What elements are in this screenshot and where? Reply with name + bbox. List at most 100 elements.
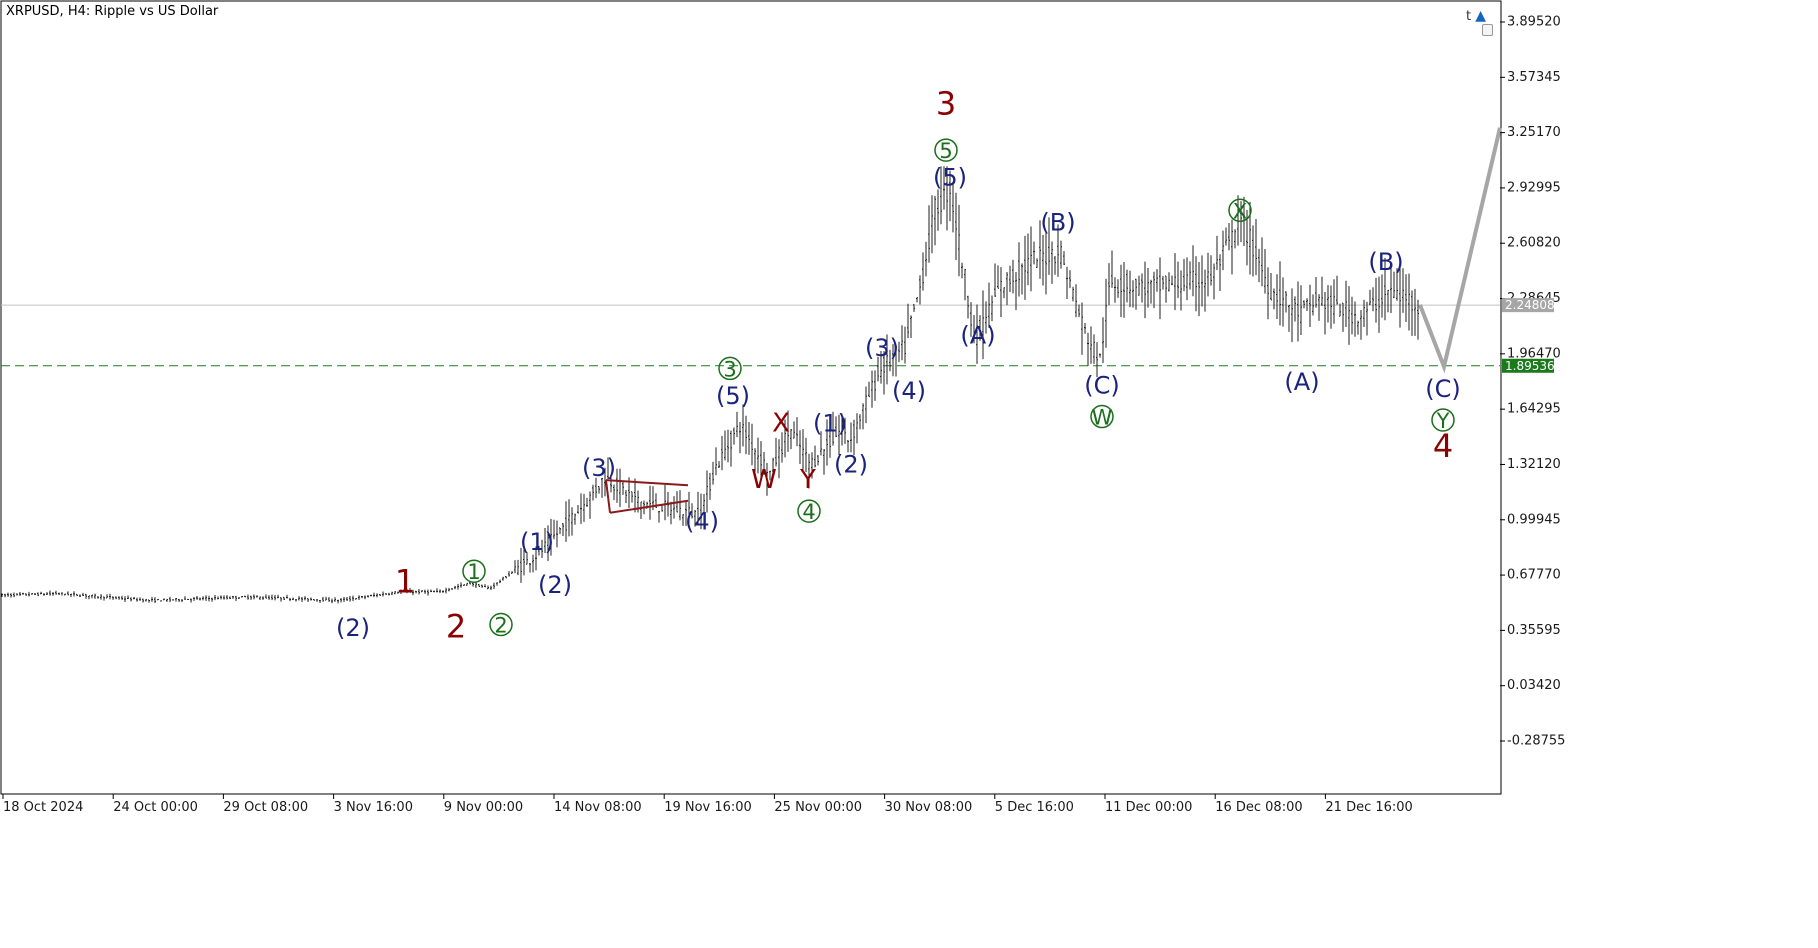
wave-circle — [1090, 404, 1114, 429]
candle — [556, 520, 558, 548]
candle — [1339, 303, 1341, 317]
wave-label: (1) — [520, 528, 554, 556]
candle — [1030, 226, 1032, 292]
candle — [601, 477, 603, 498]
candle — [1006, 271, 1008, 306]
candle — [277, 594, 279, 599]
wave-circle — [934, 138, 958, 162]
candle — [70, 593, 72, 598]
candle — [970, 302, 972, 337]
candle — [586, 497, 588, 507]
candle — [268, 595, 270, 600]
graduation-cap-icon[interactable]: ▲ — [1475, 8, 1487, 24]
candle — [1294, 296, 1296, 322]
candle — [247, 594, 249, 600]
candle — [565, 501, 567, 542]
candle — [520, 547, 522, 583]
wave-text: (C) — [1425, 375, 1460, 403]
candle — [1255, 219, 1257, 276]
candle — [364, 595, 366, 600]
wave-text: 5 — [939, 139, 952, 163]
candles-layer — [1, 166, 1419, 604]
candle — [1201, 255, 1203, 307]
candle — [1348, 286, 1350, 345]
wave-label: 4 — [797, 499, 821, 524]
candle — [334, 597, 336, 602]
candle — [184, 596, 186, 600]
candle — [889, 349, 891, 372]
candle — [577, 505, 579, 514]
candle — [535, 546, 537, 571]
forecast-path — [1418, 127, 1502, 374]
candle — [1060, 240, 1062, 269]
candle — [124, 596, 126, 603]
candle — [421, 590, 423, 593]
candle — [181, 599, 183, 603]
candle — [1267, 267, 1269, 320]
candle — [226, 595, 228, 600]
candle — [388, 592, 390, 596]
candle — [241, 595, 243, 598]
wave-text: (4) — [892, 377, 926, 405]
candle — [1150, 279, 1152, 304]
candle — [1261, 237, 1263, 287]
candle — [490, 585, 492, 591]
candle — [613, 484, 615, 501]
candle — [700, 493, 702, 530]
candle — [877, 356, 879, 382]
candle — [1186, 257, 1188, 301]
candle — [775, 437, 777, 467]
candle — [385, 592, 387, 595]
y-tick-label: 0.35595 — [1507, 623, 1561, 638]
candle — [367, 594, 369, 598]
candle — [529, 562, 531, 573]
wave-text: 1 — [467, 560, 480, 584]
candle — [7, 592, 9, 597]
candle — [823, 448, 825, 475]
candle — [1096, 342, 1098, 378]
candle — [1126, 269, 1128, 303]
candle — [1156, 269, 1158, 292]
candle — [931, 195, 933, 254]
candle — [319, 599, 321, 604]
y-tick-label: 2.60820 — [1507, 236, 1561, 251]
candle — [190, 598, 192, 603]
candle — [634, 478, 636, 513]
candle — [79, 594, 81, 597]
candle — [793, 421, 795, 439]
chart-corner-tools[interactable]: t ▲ — [1466, 8, 1493, 36]
candle — [1009, 265, 1011, 293]
candle — [1234, 229, 1236, 249]
candle — [1195, 256, 1197, 312]
wave-label: W — [1090, 404, 1114, 430]
wave-label: (B) — [1040, 208, 1075, 236]
candle — [481, 584, 483, 588]
candle — [739, 422, 741, 454]
candle — [691, 503, 693, 519]
candle — [832, 411, 834, 446]
x-tick-label: 25 Nov 00:00 — [774, 800, 862, 815]
candle — [106, 594, 108, 599]
candle — [274, 594, 276, 601]
y-tick-label: 1.64295 — [1507, 402, 1561, 417]
wave-text: (2) — [834, 451, 868, 479]
candle — [1183, 258, 1185, 292]
candle — [169, 596, 171, 603]
candle — [514, 560, 516, 574]
wave-label: (2) — [834, 451, 868, 479]
wave-text: (5) — [933, 164, 967, 192]
candle — [1258, 248, 1260, 283]
wave-label: 2 — [446, 607, 466, 645]
candle — [1342, 302, 1344, 332]
candle — [1273, 288, 1275, 310]
candle — [1306, 298, 1308, 311]
candle — [1165, 275, 1167, 303]
candle — [1231, 219, 1233, 275]
candle — [433, 590, 435, 593]
candle — [406, 588, 408, 594]
wave-circle — [718, 356, 742, 381]
candle — [937, 189, 939, 231]
wave-text: 1 — [395, 563, 415, 601]
candle — [376, 593, 378, 598]
